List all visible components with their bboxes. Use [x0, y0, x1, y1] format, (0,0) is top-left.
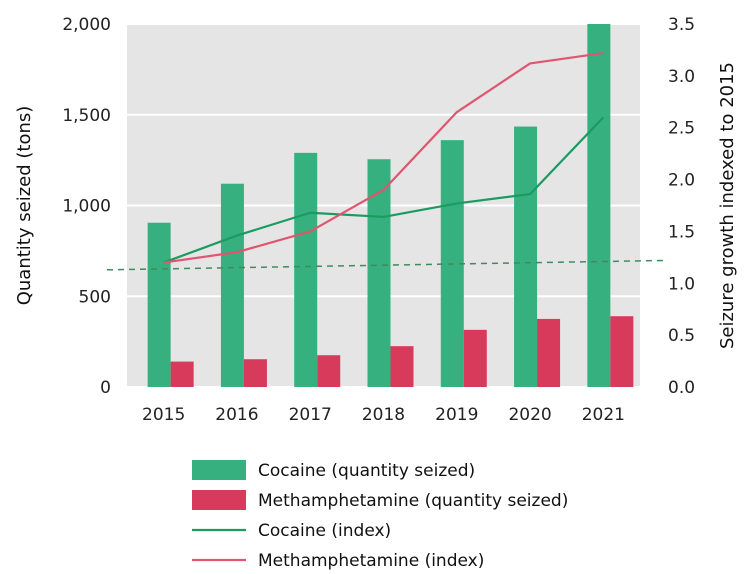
bar-methamphetamine — [537, 318, 561, 387]
y2-axis-ticks: 0.0 0.5 1.0 1.5 2.0 2.5 3.0 3.5 — [668, 15, 695, 398]
x-tick-label: 2021 — [582, 405, 625, 425]
bar-cocaine — [514, 126, 538, 388]
legend-label: Methamphetamine (index) — [258, 551, 484, 571]
legend-label: Methamphetamine (quantity seized) — [258, 491, 568, 511]
bar-cocaine — [587, 24, 611, 387]
y2-tick-label: 1.0 — [668, 274, 695, 294]
y-axis-ticks: 0 500 1,000 1,500 2,000 — [62, 15, 111, 398]
y2-tick-label: 2.5 — [668, 119, 695, 139]
bar-methamphetamine — [463, 329, 487, 387]
x-tick-label: 2017 — [289, 405, 332, 425]
bar-methamphetamine — [390, 346, 414, 387]
bar-methamphetamine — [243, 359, 267, 387]
y2-tick-label: 0.5 — [668, 326, 695, 346]
x-tick-label: 2015 — [142, 405, 185, 425]
legend: Cocaine (quantity seized) Methamphetamine… — [192, 460, 568, 571]
x-tick-label: 2016 — [215, 405, 258, 425]
y-tick-label: 2,000 — [62, 15, 111, 35]
y-tick-label: 0 — [100, 378, 111, 398]
y2-tick-label: 2.0 — [668, 171, 695, 191]
legend-swatch — [192, 460, 246, 480]
legend-swatch — [192, 490, 246, 510]
reference-line — [106, 259, 665, 271]
x-tick-label: 2019 — [435, 405, 478, 425]
line-methamphetamine-index — [163, 51, 604, 264]
legend-label: Cocaine (quantity seized) — [258, 461, 475, 481]
x-axis-ticks: 2015 2016 2017 2018 2019 2020 2021 — [142, 405, 625, 425]
bar-methamphetamine — [317, 355, 341, 387]
bar-cocaine — [147, 222, 171, 387]
y-tick-label: 1,500 — [62, 106, 111, 126]
y2-tick-label: 0.0 — [668, 378, 695, 398]
y-axis-title: Quantity seized (tons) — [14, 106, 35, 306]
y-tick-label: 1,000 — [62, 197, 111, 217]
y2-tick-label: 3.5 — [668, 15, 695, 35]
legend-label: Cocaine (index) — [258, 521, 391, 541]
lines — [163, 51, 605, 264]
bar-cocaine — [220, 183, 244, 387]
bar-cocaine — [294, 152, 318, 387]
x-tick-label: 2018 — [362, 405, 405, 425]
line-cocaine-index — [163, 116, 605, 264]
y2-axis-title: Seizure growth indexed to 2015 — [717, 62, 738, 349]
bar-methamphetamine — [170, 361, 194, 387]
y2-tick-label: 1.5 — [668, 222, 695, 242]
y2-tick-label: 3.0 — [668, 67, 695, 87]
bar-methamphetamine — [610, 316, 634, 387]
x-tick-label: 2020 — [508, 405, 551, 425]
y-tick-label: 500 — [79, 287, 111, 307]
